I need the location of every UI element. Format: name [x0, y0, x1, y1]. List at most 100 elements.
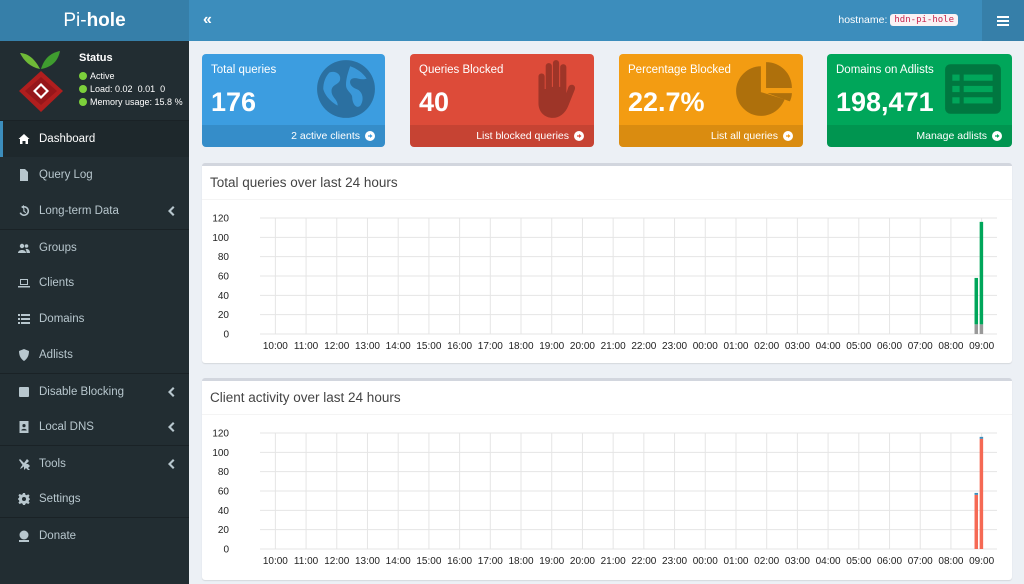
x-tick-label: 02:00	[754, 556, 779, 567]
status-load: Load: 0.02 0.01 0	[79, 82, 183, 95]
sidebar-item-label: Query Log	[39, 169, 93, 181]
x-tick-label: 05:00	[846, 341, 871, 352]
x-tick-label: 17:00	[478, 341, 503, 352]
x-tick-label: 15:00	[416, 556, 441, 567]
status-load-label: Load:	[90, 83, 113, 94]
stat-box-queries-blocked: Queries Blocked 40 List blocked queries	[410, 54, 594, 147]
queries-over-time-chart[interactable]: 0 20 40 60 80 100 120 10:00 11:00 12:00 13:00 14:00…	[202, 200, 1012, 363]
top-navbar: « hostname: hdn-pi-hole	[189, 0, 1024, 41]
sidebar-item-label: Clients	[39, 277, 75, 289]
chart-bar[interactable]	[979, 436, 984, 439]
stat-title: Domains on Adlists	[836, 64, 934, 76]
chart-bar[interactable]	[979, 438, 984, 549]
sidebar-item-label: Long-term Data	[39, 205, 119, 217]
users-icon	[18, 243, 30, 253]
hostname-label: hostname:	[838, 14, 888, 26]
sidebar-item-label: Domains	[39, 313, 85, 325]
stat-value: 22.7%	[628, 87, 705, 117]
status-panel: Status Active Load: 0.02 0.01 0 Memory u…	[0, 41, 189, 121]
sidebar-item-donate[interactable]: Donate	[0, 517, 189, 553]
x-tick-label: 07:00	[908, 556, 933, 567]
client-activity-panel: Client activity over last 24 hours 0 20 40…	[202, 378, 1012, 580]
status-load-values: 0.02 0.01 0	[115, 83, 166, 94]
memory-dot-icon	[79, 97, 87, 106]
active-dot-icon	[79, 71, 87, 80]
x-tick-label: 12:00	[324, 341, 349, 352]
globe-icon	[317, 60, 375, 118]
sidebar-item-adlists[interactable]: Adlists	[0, 337, 189, 373]
chevron-left-icon	[167, 386, 175, 398]
chart-bar[interactable]	[979, 324, 984, 334]
history-icon	[19, 205, 30, 216]
sidebar-item-label: Settings	[39, 493, 81, 505]
x-tick-label: 15:00	[416, 341, 441, 352]
x-tick-label: 03:00	[785, 341, 810, 352]
stat-footer-link[interactable]: List blocked queries	[410, 125, 594, 147]
x-tick-label: 21:00	[601, 341, 626, 352]
x-tick-label: 16:00	[447, 556, 472, 567]
queries-chart-panel: Total queries over last 24 hours 0 20 40 60…	[202, 163, 1012, 363]
sidebar-collapse-button[interactable]: «	[203, 11, 212, 28]
sidebar-item-domains[interactable]: Domains	[0, 301, 189, 337]
y-tick-label: 20	[218, 525, 230, 536]
chevron-left-icon	[167, 458, 175, 470]
x-tick-label: 00:00	[693, 556, 718, 567]
stat-title: Percentage Blocked	[628, 64, 731, 76]
sidebar-item-label: Tools	[39, 457, 66, 470]
arrow-circle-right-icon	[783, 131, 793, 141]
y-tick-label: 40	[218, 291, 230, 302]
chart-bar[interactable]	[974, 494, 979, 549]
sidebar-item-tools[interactable]: Tools	[0, 445, 189, 481]
chevron-left-icon	[167, 205, 175, 217]
chart-bar[interactable]	[974, 324, 979, 334]
x-tick-label: 04:00	[816, 556, 841, 567]
x-tick-label: 13:00	[355, 556, 380, 567]
brand-name: hole	[86, 9, 126, 31]
stat-title: Total queries	[211, 64, 277, 76]
list-alt-icon	[945, 64, 1001, 114]
file-icon	[20, 169, 28, 181]
y-tick-label: 100	[212, 448, 229, 459]
chart-bar[interactable]	[974, 492, 979, 495]
sidebar-item-label: Local DNS	[39, 421, 94, 433]
menu-toggle-button[interactable]	[982, 0, 1024, 41]
sidebar-item-settings[interactable]: Settings	[0, 481, 189, 517]
x-tick-label: 14:00	[386, 556, 411, 567]
y-tick-label: 0	[223, 545, 229, 556]
donate-icon	[19, 530, 29, 542]
sidebar-item-label: Groups	[39, 241, 77, 254]
stat-footer-link[interactable]: 2 active clients	[202, 125, 385, 147]
stat-footer-label: Manage adlists	[916, 130, 987, 142]
stat-footer-link[interactable]: Manage adlists	[827, 125, 1012, 147]
x-tick-label: 22:00	[631, 341, 656, 352]
y-tick-label: 80	[218, 252, 230, 263]
stat-footer-link[interactable]: List all queries	[619, 125, 803, 147]
sidebar-item-clients[interactable]: Clients	[0, 265, 189, 301]
laptop-icon	[18, 279, 30, 288]
sidebar-item-disable-blocking[interactable]: Disable Blocking	[0, 373, 189, 409]
panel-title: Client activity over last 24 hours	[202, 381, 1012, 415]
sidebar-item-dashboard[interactable]: Dashboard	[0, 121, 189, 157]
x-tick-label: 06:00	[877, 556, 902, 567]
x-tick-label: 11:00	[294, 556, 319, 567]
x-tick-label: 09:00	[969, 341, 994, 352]
x-tick-label: 19:00	[539, 556, 564, 567]
brand-logo-text[interactable]: Pi-hole	[0, 0, 189, 41]
stat-title: Queries Blocked	[419, 64, 504, 76]
chart-bar[interactable]	[974, 277, 979, 325]
y-tick-label: 120	[212, 214, 229, 225]
x-tick-label: 18:00	[509, 556, 534, 567]
chart-bar[interactable]	[979, 221, 984, 325]
client-activity-chart[interactable]: 0 20 40 60 80 100 120 10:00 11:00 12:00 13:00 14:00…	[202, 415, 1012, 580]
x-tick-label: 23:00	[662, 341, 687, 352]
x-tick-label: 17:00	[478, 556, 503, 567]
shield-icon	[19, 349, 29, 361]
sidebar-item-long-term-data[interactable]: Long-term Data	[0, 193, 189, 229]
status-active-label: Active	[90, 70, 115, 81]
y-tick-label: 120	[212, 429, 229, 440]
sidebar-item-local-dns[interactable]: Local DNS	[0, 409, 189, 445]
x-tick-label: 04:00	[816, 341, 841, 352]
sidebar-item-query-log[interactable]: Query Log	[0, 157, 189, 193]
sidebar-item-groups[interactable]: Groups	[0, 229, 189, 265]
stat-box-percentage-blocked: Percentage Blocked 22.7% List all querie…	[619, 54, 803, 147]
